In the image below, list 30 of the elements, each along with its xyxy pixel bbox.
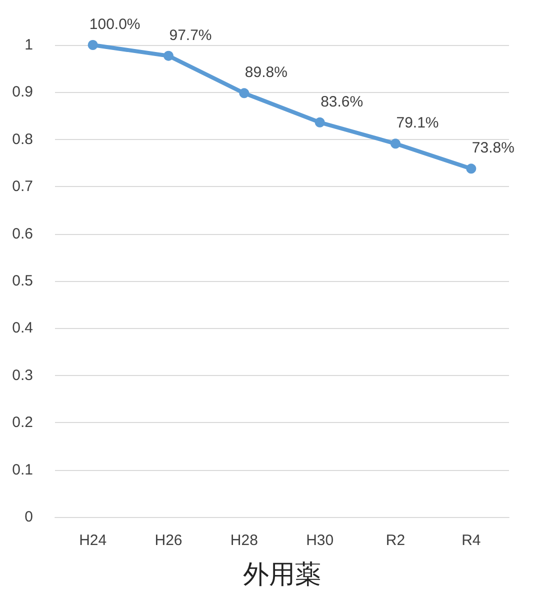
y-tick-label: 0.2 <box>12 414 33 432</box>
y-tick-label: 0 <box>24 508 33 526</box>
y-tick-label: 0.4 <box>12 320 33 337</box>
x-tick-label: H28 <box>230 532 258 549</box>
x-tick-label: H26 <box>154 532 182 549</box>
x-axis-title: 外用薬 <box>243 560 321 590</box>
data-label: 97.7% <box>169 26 212 44</box>
y-tick-label: 0.1 <box>12 461 33 478</box>
y-tick-label: 0.9 <box>12 84 33 101</box>
data-label: 73.8% <box>472 140 514 157</box>
point <box>466 164 476 174</box>
x-tick-label: R2 <box>386 532 406 549</box>
y-tick-label: 0.3 <box>12 366 33 384</box>
y-tick-label: 0.5 <box>12 272 33 290</box>
y-tick-label: 0.7 <box>12 178 33 196</box>
x-tick-label: H30 <box>306 532 334 549</box>
data-label: 83.6% <box>320 93 364 110</box>
data-label: 79.1% <box>396 114 439 132</box>
point <box>164 50 174 61</box>
y-tick-label: 1 <box>24 36 33 54</box>
x-tick-label: H24 <box>79 532 107 549</box>
x-tick-label: R4 <box>462 532 481 549</box>
point <box>239 88 250 98</box>
point <box>314 117 325 128</box>
y-tick-label: 0.8 <box>12 130 33 148</box>
data-label: 89.8% <box>244 64 288 82</box>
data-label: 100.0% <box>89 16 140 33</box>
point <box>390 138 400 149</box>
y-tick-label: 0.6 <box>12 225 33 242</box>
point <box>88 40 98 50</box>
